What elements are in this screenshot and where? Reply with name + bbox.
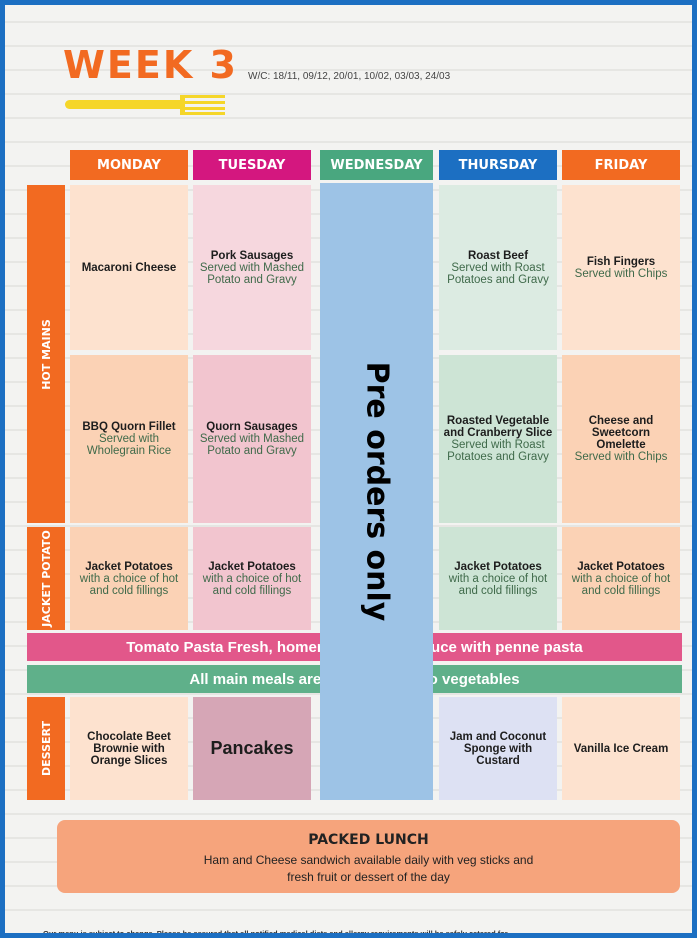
dish-name: Macaroni Cheese <box>81 261 177 274</box>
footer: Our menu is subject to change. Please be… <box>43 929 510 938</box>
dish-description: with a choice of hot and cold fillings <box>202 572 302 597</box>
dish-description: Served with Mashed Potato and Gravy <box>199 261 305 286</box>
dish-name: BBQ Quorn Fillet <box>82 421 176 433</box>
menu-cell: Cheese and Sweetcorn Omelette Served with… <box>562 355 680 523</box>
day-header: TUESDAY <box>193 150 311 180</box>
dish-name: Vanilla Ice Cream <box>573 742 669 755</box>
dish-name: Jacket Potatoes <box>208 560 296 573</box>
section-text: DESSERT <box>39 721 53 776</box>
menu-cell: Pancakes <box>193 697 311 800</box>
day-header: FRIDAY <box>562 150 680 180</box>
dish-name: Jacket Potatoes <box>577 560 665 573</box>
menu-cell: Pork Sausages Served with Mashed Potato a… <box>193 185 311 350</box>
dish-description: Served with Roast Potatoes and Gravy <box>447 261 549 286</box>
section-text: JACKET POTATO <box>39 530 53 627</box>
dish-name: Fish Fingers <box>586 255 656 268</box>
menu-cell: Jam and Coconut Sponge with Custard <box>439 697 557 800</box>
menu-cell: Macaroni Cheese <box>70 185 188 350</box>
dish-name: Chocolate Beet Brownie with Orange Slice… <box>87 730 171 767</box>
dish-description: Served with Wholegrain Rice <box>86 433 172 457</box>
dish-name: Cheese and Sweetcorn Omelette <box>588 415 654 451</box>
menu-cell: Fish Fingers Served with Chips <box>562 185 680 350</box>
menu-cell: Roast Beef Served with Roast Potatoes and… <box>439 185 557 350</box>
dish-description: Served with Mashed Potato and Gravy <box>199 433 305 457</box>
title: WEEK 3 <box>63 43 238 87</box>
preorder-column: Pre orders only <box>320 183 433 800</box>
menu-cell: Roasted Vegetable and Cranberry Slice Ser… <box>439 355 557 523</box>
menu-cell: Chocolate Beet Brownie with Orange Slice… <box>70 697 188 800</box>
dish-name: Jacket Potatoes <box>454 560 542 573</box>
day-header: WEDNESDAY <box>320 150 433 180</box>
dish-description: with a choice of hot and cold fillings <box>571 572 671 597</box>
menu-cell: Jacket Potatoes with a choice of hot and … <box>193 527 311 630</box>
dish-description: Served with Chips <box>574 267 668 280</box>
dish-description: with a choice of hot and cold fillings <box>79 572 179 597</box>
section-label: HOT MAINS <box>27 185 65 523</box>
section-text: HOT MAINS <box>39 318 53 390</box>
day-header: MONDAY <box>70 150 188 180</box>
dish-name: Roast Beef <box>467 249 529 262</box>
packed-text: Ham and Cheese sandwich available daily … <box>203 853 534 884</box>
menu-cell: Quorn Sausages Served with Mashed Potato … <box>193 355 311 523</box>
dish-description: Served with Chips <box>574 451 668 463</box>
day-header: THURSDAY <box>439 150 557 180</box>
dates: W/C: 18/11, 09/12, 20/01, 10/02, 03/03, … <box>248 71 451 82</box>
dish-name: Pork Sausages <box>210 249 294 262</box>
dish-name: Jam and Coconut Sponge with Custard <box>449 730 547 767</box>
preorder-text: Pre orders only <box>359 361 395 622</box>
dish-description: Served with Roast Potatoes and Gravy <box>447 439 549 463</box>
dish-name: Quorn Sausages <box>206 421 298 433</box>
menu-cell: Jacket Potatoes with a choice of hot and … <box>562 527 680 630</box>
section-label: DESSERT <box>27 697 65 800</box>
dish-name: Jacket Potatoes <box>85 560 173 573</box>
section-label: JACKET POTATO <box>27 527 65 630</box>
dish-name: Roasted Vegetable and Cranberry Slice <box>443 415 553 439</box>
menu-cell: Vanilla Ice Cream <box>562 697 680 800</box>
dish-description: with a choice of hot and cold fillings <box>448 572 548 597</box>
packed-title: PACKED LUNCH <box>308 832 429 848</box>
menu-cell: Jacket Potatoes with a choice of hot and … <box>439 527 557 630</box>
menu-cell: BBQ Quorn Fillet Served with Wholegrain R… <box>70 355 188 523</box>
fork-icon <box>65 95 225 115</box>
dish-name: Pancakes <box>210 738 294 758</box>
packed-lunch: PACKED LUNCH Ham and Cheese sandwich ava… <box>57 820 680 893</box>
menu-cell: Jacket Potatoes with a choice of hot and … <box>70 527 188 630</box>
